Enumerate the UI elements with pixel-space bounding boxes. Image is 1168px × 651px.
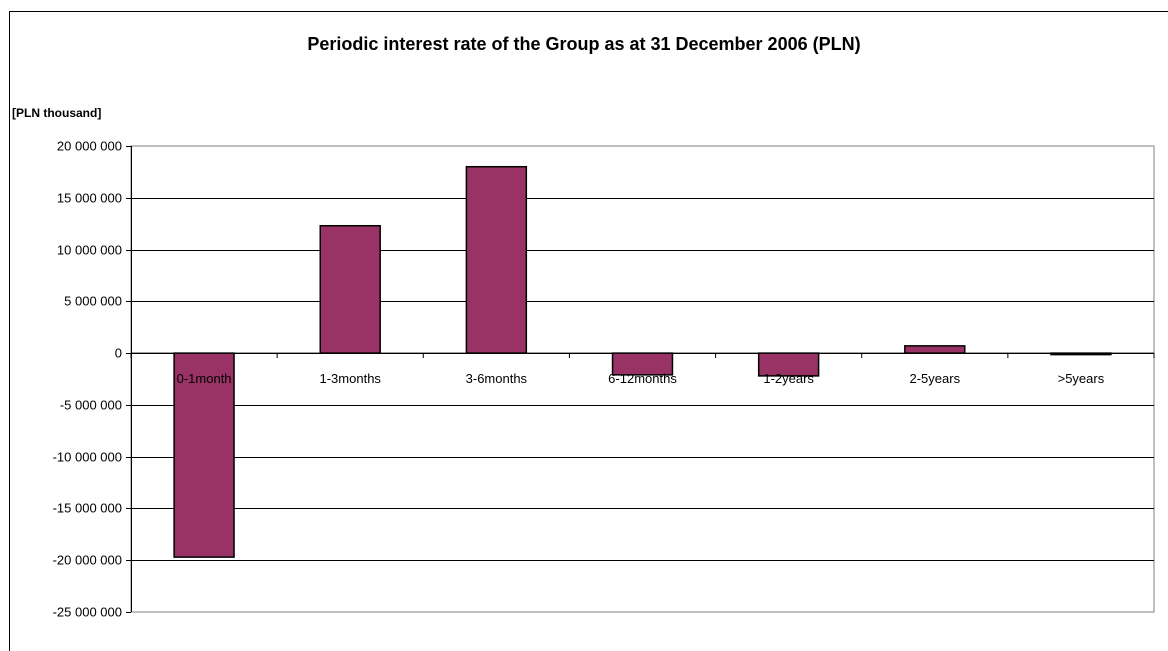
y-tick-label: 5 000 000 [64,294,122,309]
y-tick-label: -25 000 000 [53,605,122,620]
x-tick-label: 3-6months [466,371,528,386]
y-tick-label: -5 000 000 [60,398,122,413]
chart-frame [9,11,1168,651]
y-tick-label: 20 000 000 [57,139,122,154]
bar-2-5years [904,345,966,354]
bar-0-1month [173,352,235,558]
x-tick-label: 2-5years [909,371,960,386]
y-tick-label: -15 000 000 [53,501,122,516]
x-tick-label: 6-12months [608,371,677,386]
y-tick-label: 15 000 000 [57,191,122,206]
chart-title: Periodic interest rate of the Group as a… [307,34,861,54]
y-tick-label: -10 000 000 [53,450,122,465]
x-tick-label: >5years [1058,371,1105,386]
y-tick-label: 10 000 000 [57,243,122,258]
y-tick-label: -20 000 000 [53,553,122,568]
bar-1-3months [319,224,381,354]
x-tick-label: 1-2years [763,371,814,386]
y-axis-unit-label: [PLN thousand] [12,106,102,120]
bar-3-6months [465,165,528,354]
y-tick-label: 0 [115,346,122,361]
x-tick-label: 0-1month [177,371,232,386]
x-tick-label: 1-3months [320,371,382,386]
